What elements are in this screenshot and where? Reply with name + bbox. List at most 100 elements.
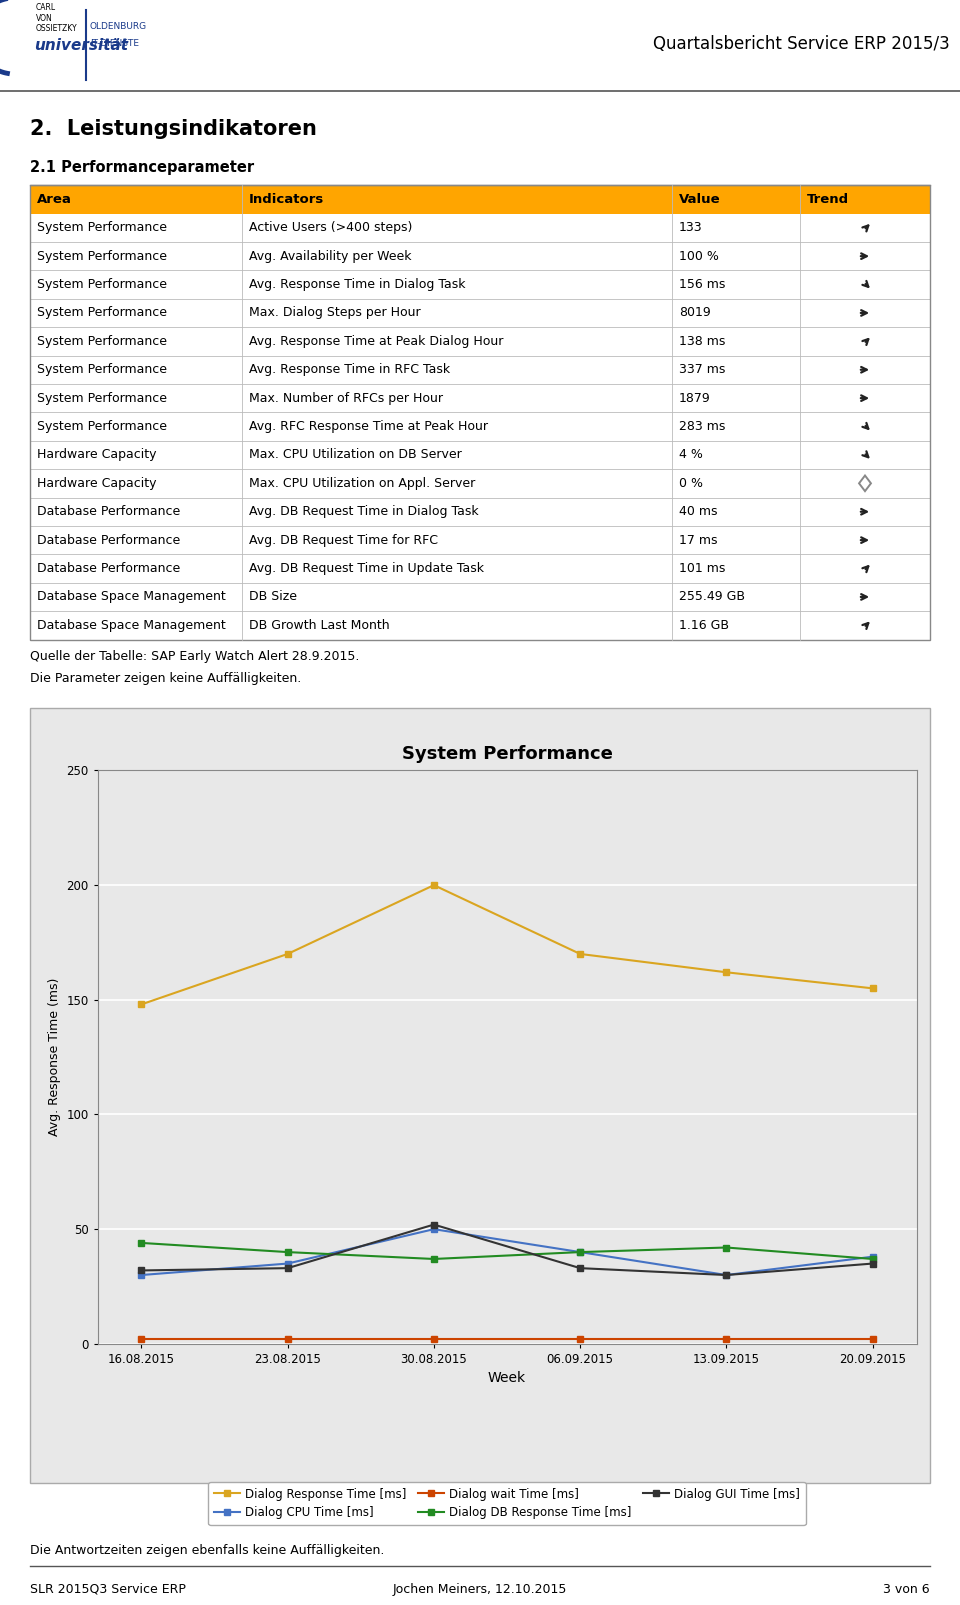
Text: Avg. Response Time at Peak Dialog Hour: Avg. Response Time at Peak Dialog Hour [249,335,503,348]
Dialog GUI Time [ms] [135,1262,147,1281]
Text: 1.16 GB: 1.16 GB [679,620,729,632]
Text: Area: Area [37,193,72,205]
Text: 8019: 8019 [679,307,710,319]
Bar [30,441,930,469]
Dialog DB Response Time [ms] [428,1249,440,1268]
Text: Die Antwortzeiten zeigen ebenfalls keine Auffälligkeiten.: Die Antwortzeiten zeigen ebenfalls keine… [30,1544,384,1557]
Bar [30,554,930,583]
Dialog CPU Time [ms] [721,1265,732,1284]
Dialog DB Response Time [ms] [282,1242,294,1262]
Bar [30,185,930,639]
Line: Dialog wait Time [ms]: Dialog wait Time [ms] [138,1335,876,1343]
Text: System Performance: System Performance [37,421,167,433]
Dialog DB Response Time [ms] [867,1249,878,1268]
Dialog CPU Time [ms] [428,1220,440,1239]
Dialog Response Time [ms] [867,979,878,998]
Dialog CPU Time [ms] [574,1242,586,1262]
Dialog DB Response Time [ms] [721,1237,732,1257]
Text: Trend: Trend [807,193,850,205]
Dialog DB Response Time [ms] [574,1242,586,1262]
Dialog wait Time [ms] [282,1329,294,1348]
Text: Max. CPU Utilization on DB Server: Max. CPU Utilization on DB Server [249,448,462,461]
Dialog wait Time [ms] [428,1329,440,1348]
Bar [30,612,930,639]
Text: 100 %: 100 % [679,250,719,263]
Bar [30,185,930,213]
Bar [30,356,930,384]
Text: Database Space Management: Database Space Management [37,591,226,603]
Legend: Dialog Response Time [ms], Dialog CPU Time [ms], Dialog wait Time [ms], Dialog D: Dialog Response Time [ms], Dialog CPU Ti… [208,1481,805,1525]
Bar [30,242,930,270]
X-axis label: Week: Week [488,1371,526,1385]
Text: Quartalsbericht Service ERP 2015/3: Quartalsbericht Service ERP 2015/3 [653,35,950,53]
Text: DB Growth Last Month: DB Growth Last Month [249,620,390,632]
Text: Database Space Management: Database Space Management [37,620,226,632]
Text: CARL
VON
OSSIETZKY: CARL VON OSSIETZKY [36,3,78,34]
Bar [30,583,930,612]
Text: 2.1 Performanceparameter: 2.1 Performanceparameter [30,160,254,175]
Dialog wait Time [ms] [135,1329,147,1348]
Dialog CPU Time [ms] [282,1254,294,1273]
Text: 1879: 1879 [679,392,710,404]
Dialog GUI Time [ms] [428,1215,440,1234]
Dialog wait Time [ms] [721,1329,732,1348]
Text: 40 ms: 40 ms [679,506,717,518]
Text: Quelle der Tabelle: SAP Early Watch Alert 28.9.2015.: Quelle der Tabelle: SAP Early Watch Aler… [30,650,359,663]
Line: Dialog CPU Time [ms]: Dialog CPU Time [ms] [138,1226,876,1279]
Dialog GUI Time [ms] [721,1265,732,1284]
Text: System Performance: System Performance [37,363,167,376]
Title: System Performance: System Performance [401,745,612,764]
Dialog Response Time [ms] [282,944,294,963]
Dialog GUI Time [ms] [867,1254,878,1273]
Text: System Performance: System Performance [37,250,167,263]
Dialog CPU Time [ms] [867,1247,878,1266]
Dialog Response Time [ms] [574,944,586,963]
Text: SLR 2015Q3 Service ERP: SLR 2015Q3 Service ERP [30,1583,186,1595]
Text: Avg. Availability per Week: Avg. Availability per Week [249,250,412,263]
Text: System Performance: System Performance [37,392,167,404]
Text: OLDENBURG: OLDENBURG [90,22,147,30]
Dialog wait Time [ms] [867,1329,878,1348]
Text: 156 ms: 156 ms [679,278,726,291]
Text: 255.49 GB: 255.49 GB [679,591,745,603]
Text: System Performance: System Performance [37,221,167,234]
Bar [30,299,930,327]
Text: System Performance: System Performance [37,307,167,319]
Text: Avg. RFC Response Time at Peak Hour: Avg. RFC Response Time at Peak Hour [249,421,488,433]
Text: 3 von 6: 3 von 6 [883,1583,930,1595]
Text: Avg. Response Time in RFC Task: Avg. Response Time in RFC Task [249,363,450,376]
Text: Active Users (>400 steps): Active Users (>400 steps) [249,221,413,234]
Dialog GUI Time [ms] [282,1258,294,1278]
Dialog Response Time [ms] [721,963,732,982]
Dialog CPU Time [ms] [135,1265,147,1284]
Text: System Performance: System Performance [37,335,167,348]
Text: Max. Number of RFCs per Hour: Max. Number of RFCs per Hour [249,392,443,404]
Dialog GUI Time [ms] [574,1258,586,1278]
Text: Avg. Response Time in Dialog Task: Avg. Response Time in Dialog Task [249,278,466,291]
Dialog Response Time [ms] [135,995,147,1014]
Bar [30,526,930,554]
Text: 101 ms: 101 ms [679,562,726,575]
Text: 337 ms: 337 ms [679,363,726,376]
Bar [30,327,930,356]
Bar [30,213,930,242]
Text: Max. Dialog Steps per Hour: Max. Dialog Steps per Hour [249,307,420,319]
Text: 0 %: 0 % [679,477,703,490]
Text: Database Performance: Database Performance [37,562,180,575]
Text: Database Performance: Database Performance [37,506,180,518]
Text: 17 ms: 17 ms [679,533,717,547]
Text: Avg. DB Request Time for RFC: Avg. DB Request Time for RFC [249,533,438,547]
Bar [30,270,930,299]
Text: DB Size: DB Size [249,591,297,603]
Text: 138 ms: 138 ms [679,335,726,348]
Bar [30,498,930,526]
Text: IT-DIENSTE: IT-DIENSTE [90,39,139,48]
Y-axis label: Avg. Response Time (ms): Avg. Response Time (ms) [48,977,60,1136]
Line: Dialog GUI Time [ms]: Dialog GUI Time [ms] [138,1221,876,1279]
Text: 4 %: 4 % [679,448,703,461]
Text: Hardware Capacity: Hardware Capacity [37,448,156,461]
Bar [30,384,930,412]
Text: universität: universität [34,39,128,53]
Line: Dialog Response Time [ms]: Dialog Response Time [ms] [138,881,876,1008]
Text: 283 ms: 283 ms [679,421,726,433]
